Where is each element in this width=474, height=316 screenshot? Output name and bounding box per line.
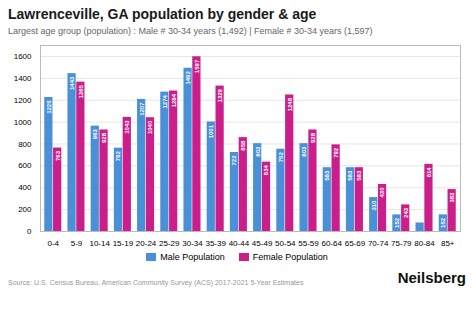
svg-text:1200: 1200 xyxy=(14,96,32,105)
svg-text:25-29: 25-29 xyxy=(159,239,180,248)
svg-text:10-14: 10-14 xyxy=(89,239,110,248)
svg-text:75-79: 75-79 xyxy=(391,239,412,248)
svg-text:1365: 1365 xyxy=(78,85,84,99)
svg-text:722: 722 xyxy=(231,155,237,166)
svg-text:1040: 1040 xyxy=(147,120,153,134)
svg-text:858: 858 xyxy=(240,140,246,151)
svg-text:1443: 1443 xyxy=(69,76,75,90)
html-text:Largest age group (population): Largest age group (population) : Male # … xyxy=(8,26,373,36)
svg-text:634: 634 xyxy=(263,164,269,175)
svg-text:762: 762 xyxy=(115,150,121,161)
svg-text:1600: 1600 xyxy=(14,52,32,61)
svg-text:1000: 1000 xyxy=(14,118,32,127)
html-text:Lawrenceville, GA population b: Lawrenceville, GA population by gender &… xyxy=(8,6,317,22)
svg-text:1001: 1001 xyxy=(208,124,214,138)
svg-text:1492: 1492 xyxy=(185,71,191,85)
svg-text:0-4: 0-4 xyxy=(47,239,59,248)
svg-text:928: 928 xyxy=(101,132,107,143)
svg-text:55-59: 55-59 xyxy=(298,239,319,248)
svg-text:0: 0 xyxy=(27,227,32,236)
svg-text:1207: 1207 xyxy=(139,102,145,116)
svg-text:35-39: 35-39 xyxy=(205,239,226,248)
svg-text:792: 792 xyxy=(333,147,339,158)
svg-text:1400: 1400 xyxy=(14,74,32,83)
svg-text:30-34: 30-34 xyxy=(182,239,203,248)
svg-text:583: 583 xyxy=(356,170,362,181)
svg-text:1597: 1597 xyxy=(194,59,200,73)
svg-text:65-69: 65-69 xyxy=(345,239,366,248)
svg-text:1284: 1284 xyxy=(171,93,177,107)
svg-text:5-9: 5-9 xyxy=(71,239,83,248)
svg-text:310: 310 xyxy=(371,200,377,211)
svg-text:400: 400 xyxy=(18,183,32,192)
svg-text:200: 200 xyxy=(18,205,32,214)
svg-text:803: 803 xyxy=(255,146,261,157)
html-text:Source: U.S. Census Bureau, Am: Source: U.S. Census Bureau, American Com… xyxy=(8,279,304,286)
svg-text:614: 614 xyxy=(426,167,432,178)
svg-text:430: 430 xyxy=(379,187,385,198)
svg-text:583: 583 xyxy=(347,170,353,181)
svg-text:1274: 1274 xyxy=(162,94,168,108)
svg-text:152: 152 xyxy=(394,217,400,228)
svg-text:583: 583 xyxy=(324,170,330,181)
svg-text:15-19: 15-19 xyxy=(113,239,134,248)
svg-text:1248: 1248 xyxy=(287,97,293,111)
svg-text:50-54: 50-54 xyxy=(275,239,296,248)
svg-text:243: 243 xyxy=(403,207,409,218)
svg-text:152: 152 xyxy=(440,217,446,228)
svg-text:40-44: 40-44 xyxy=(229,239,250,248)
html-text:Male Population: Male Population xyxy=(160,252,225,262)
svg-text:752: 752 xyxy=(278,152,284,163)
html-text:Female Population: Female Population xyxy=(252,252,328,262)
svg-text:80-84: 80-84 xyxy=(414,239,435,248)
svg-text:85+: 85+ xyxy=(441,239,455,248)
svg-text:383: 383 xyxy=(449,192,455,203)
svg-text:20-24: 20-24 xyxy=(136,239,157,248)
svg-text:45-49: 45-49 xyxy=(252,239,273,248)
html-text:Neilsberg: Neilsberg xyxy=(397,269,466,286)
svg-text:1225: 1225 xyxy=(46,100,52,114)
svg-text:600: 600 xyxy=(18,161,32,170)
svg-text:800: 800 xyxy=(18,140,32,149)
svg-text:803: 803 xyxy=(301,146,307,157)
svg-text:60-64: 60-64 xyxy=(321,239,342,248)
svg-text:928: 928 xyxy=(310,132,316,143)
svg-text:70-74: 70-74 xyxy=(368,239,389,248)
svg-text:1043: 1043 xyxy=(124,120,130,134)
svg-text:1329: 1329 xyxy=(217,88,223,102)
svg-text:963: 963 xyxy=(92,128,98,139)
svg-text:763: 763 xyxy=(55,150,61,161)
